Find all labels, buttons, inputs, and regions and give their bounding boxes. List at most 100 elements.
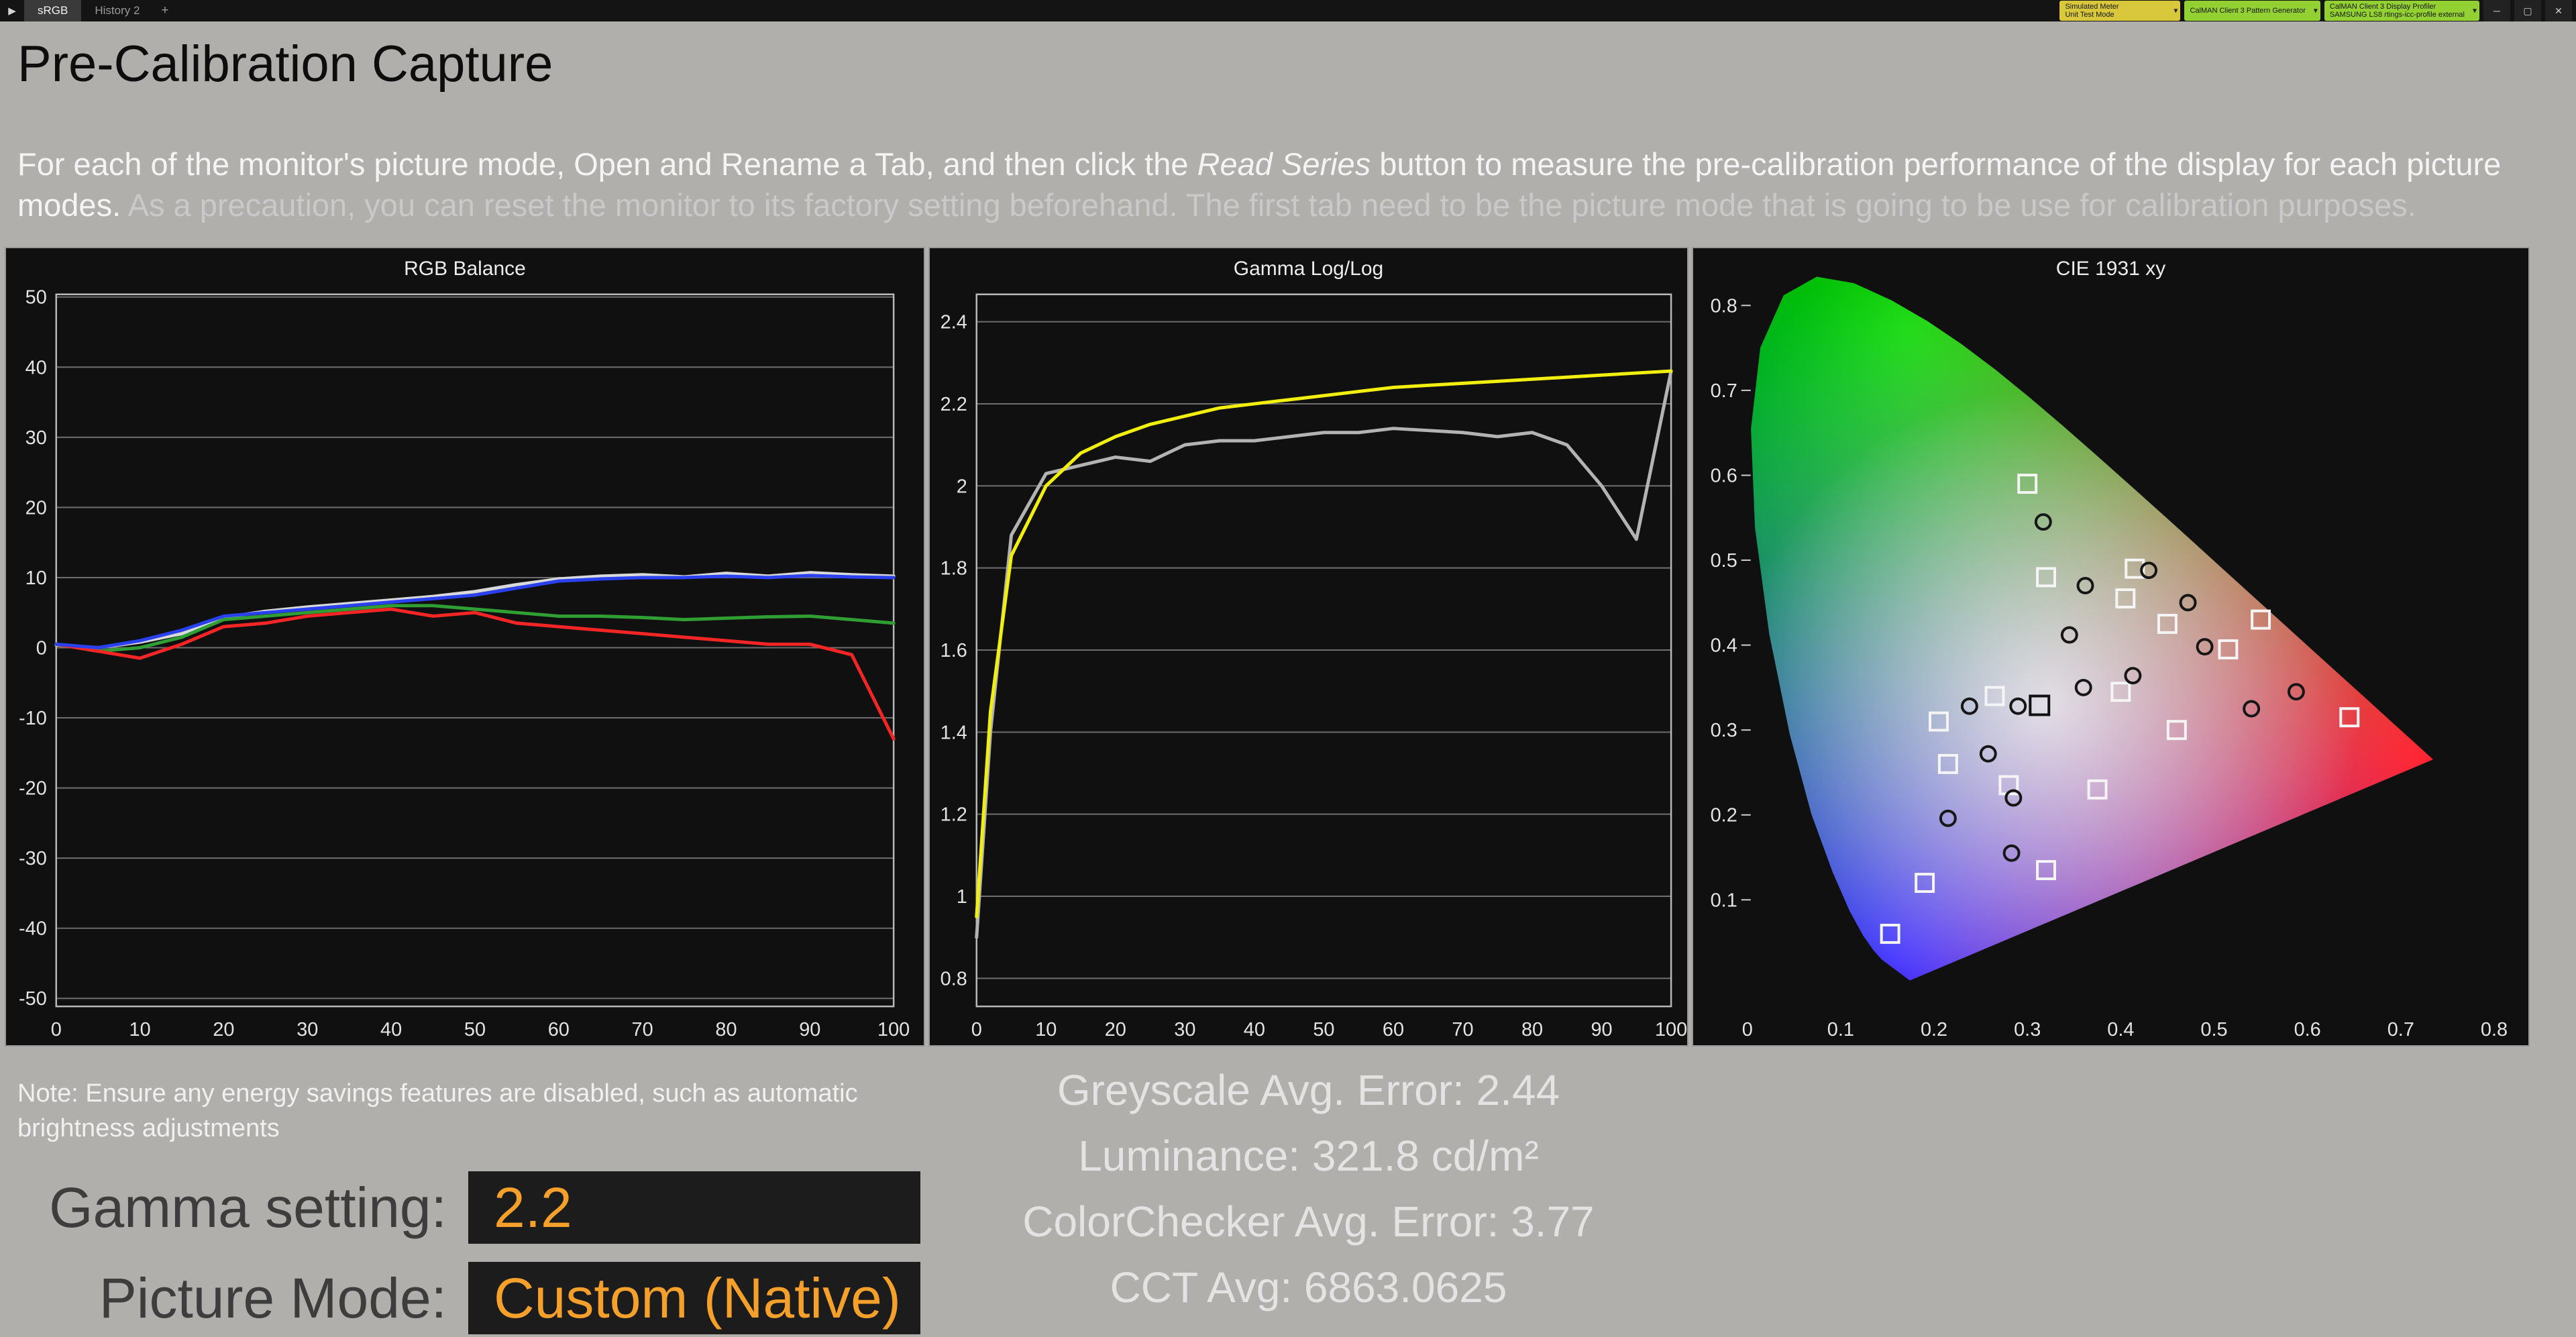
rgb-balance-panel: RGB Balance 50 40 30 20 10 0 -10 -20 -30 -40 -50 0 1… [5, 247, 925, 1047]
svg-text:0.2: 0.2 [1711, 805, 1737, 826]
app-logo-icon: ▶ [8, 5, 16, 17]
svg-text:50: 50 [1313, 1019, 1334, 1040]
close-button[interactable]: ✕ [2545, 0, 2572, 21]
svg-text:2.4: 2.4 [941, 312, 967, 333]
svg-text:2: 2 [957, 476, 967, 497]
svg-text:0.6: 0.6 [1711, 465, 1737, 486]
chevron-down-icon: ▾ [2174, 5, 2178, 15]
luminance-value: Luminance: 321.8 cd/m² [1078, 1132, 1539, 1180]
gamma-panel: Gamma Log/Log 2.4 2.2 2 1.8 1.6 1.4 1.2 1 0.8 0 10… [928, 247, 1688, 1047]
gamma-setting-field[interactable]: 2.2 [468, 1171, 920, 1244]
svg-text:20: 20 [1105, 1019, 1126, 1040]
svg-text:0.8: 0.8 [941, 968, 967, 990]
svg-text:30: 30 [297, 1019, 318, 1040]
svg-text:80: 80 [715, 1019, 737, 1040]
svg-text:-10: -10 [19, 708, 47, 729]
svg-text:0.2: 0.2 [1921, 1019, 1947, 1040]
svg-text:0.7: 0.7 [2387, 1019, 2414, 1040]
display-profiler-button[interactable]: CalMAN Client 3 Display Profiler SAMSUNG… [2324, 1, 2479, 21]
svg-text:0.5: 0.5 [1711, 550, 1737, 572]
gamma-setting-value: 2.2 [494, 1175, 572, 1239]
tab-label: History 2 [95, 4, 140, 17]
svg-text:20: 20 [25, 497, 47, 519]
svg-text:1.2: 1.2 [941, 804, 967, 826]
meter-line1: Simulated Meter [2065, 3, 2119, 11]
instructions-part1: For each of the monitor's picture mode, … [17, 146, 1197, 182]
colorchecker-avg-error: ColorChecker Avg. Error: 3.77 [1022, 1197, 1595, 1246]
picture-mode-field[interactable]: Custom (Native) [468, 1262, 920, 1334]
svg-text:0.8: 0.8 [1711, 295, 1737, 317]
tab-label: sRGB [38, 4, 68, 17]
svg-text:50: 50 [464, 1019, 486, 1040]
svg-text:40: 40 [25, 357, 47, 378]
svg-text:0: 0 [971, 1019, 982, 1040]
maximize-button[interactable]: ▢ [2514, 0, 2541, 21]
instructions-part2: button to measure the pre-calibration pe… [17, 146, 2502, 223]
svg-text:60: 60 [548, 1019, 570, 1040]
svg-text:0.4: 0.4 [1711, 635, 1737, 657]
svg-text:10: 10 [25, 568, 47, 589]
svg-text:30: 30 [25, 427, 47, 449]
page-title: Pre-Calibration Capture [17, 36, 553, 93]
close-icon: ✕ [2555, 5, 2563, 16]
summary-stats: Greyscale Avg. Error: 2.44 Luminance: 32… [928, 1057, 1688, 1320]
svg-text:1: 1 [957, 886, 967, 908]
instructions-read-series: Read Series [1197, 146, 1371, 182]
svg-text:60: 60 [1383, 1019, 1404, 1040]
svg-text:40: 40 [1244, 1019, 1265, 1040]
chevron-down-icon: ▾ [2313, 5, 2318, 15]
display-profiler-line2: SAMSUNG LS8 rtings-icc-profile external [2329, 11, 2465, 19]
svg-text:50: 50 [25, 287, 47, 309]
svg-text:90: 90 [1591, 1019, 1612, 1040]
pattern-generator-line1: CalMAN Client 3 Pattern Generator [2190, 7, 2306, 15]
tab-history-2[interactable]: History 2 [81, 0, 153, 21]
display-profiler-line1: CalMAN Client 3 Display Profiler [2329, 3, 2436, 11]
cie-title: CIE 1931 xy [2055, 258, 2166, 280]
svg-text:-40: -40 [19, 918, 47, 940]
svg-text:2.2: 2.2 [941, 394, 967, 415]
rgb-balance-title: RGB Balance [404, 258, 526, 280]
svg-text:100: 100 [1655, 1019, 1687, 1040]
svg-text:0.1: 0.1 [1827, 1019, 1854, 1040]
svg-text:0.7: 0.7 [1711, 380, 1737, 402]
minimize-button[interactable]: ─ [2483, 0, 2510, 21]
svg-text:1.4: 1.4 [941, 722, 967, 743]
plus-icon: + [161, 3, 169, 17]
svg-text:0.4: 0.4 [2107, 1019, 2134, 1040]
svg-text:30: 30 [1174, 1019, 1195, 1040]
svg-text:80: 80 [1521, 1019, 1543, 1040]
svg-text:70: 70 [1452, 1019, 1473, 1040]
meter-line2: Unit Test Mode [2065, 11, 2114, 19]
svg-text:0.6: 0.6 [2294, 1019, 2321, 1040]
pattern-generator-button[interactable]: CalMAN Client 3 Pattern Generator ▾ [2184, 1, 2320, 21]
chevron-down-icon: ▾ [2472, 5, 2477, 15]
svg-text:1.6: 1.6 [941, 640, 967, 661]
svg-text:0.5: 0.5 [2200, 1019, 2227, 1040]
svg-text:90: 90 [799, 1019, 820, 1040]
cie-chart: 0.8 0.7 0.6 0.5 0.4 0.3 0.2 0.1 0 0.1 0.2 0.3 0.4 0.5… [1711, 276, 2508, 1040]
hardware-toolbar: Simulated Meter Unit Test Mode ▾ CalMAN … [2059, 0, 2576, 21]
title-bar: ▶ sRGB History 2 + Simulated Meter Unit … [0, 0, 2576, 21]
svg-text:20: 20 [213, 1019, 234, 1040]
greyscale-avg-error: Greyscale Avg. Error: 2.44 [1057, 1066, 1560, 1114]
svg-text:40: 40 [380, 1019, 402, 1040]
maximize-icon: ▢ [2523, 5, 2532, 16]
svg-text:100: 100 [877, 1019, 910, 1040]
svg-text:0: 0 [51, 1019, 62, 1040]
svg-text:-20: -20 [19, 778, 47, 800]
meter-button[interactable]: Simulated Meter Unit Test Mode ▾ [2059, 1, 2181, 21]
instructions-text: For each of the monitor's picture mode, … [17, 144, 2559, 225]
app-icon[interactable]: ▶ [0, 0, 24, 21]
instructions-part3: As a precaution, you can reset the monit… [127, 187, 2416, 223]
svg-text:0.3: 0.3 [1711, 720, 1737, 741]
svg-text:1.8: 1.8 [941, 558, 967, 580]
gamma-chart: 2.4 2.2 2 1.8 1.6 1.4 1.2 1 0.8 0 10 20 30 40 50 60 70 80… [941, 293, 1687, 1040]
new-tab-button[interactable]: + [153, 0, 176, 21]
svg-text:-30: -30 [19, 848, 47, 869]
svg-text:10: 10 [1035, 1019, 1057, 1040]
picture-mode-label: Picture Mode: [99, 1266, 447, 1330]
svg-text:0.8: 0.8 [2481, 1019, 2508, 1040]
tab-srgb[interactable]: sRGB [24, 0, 82, 21]
minimize-icon: ─ [2493, 5, 2500, 16]
